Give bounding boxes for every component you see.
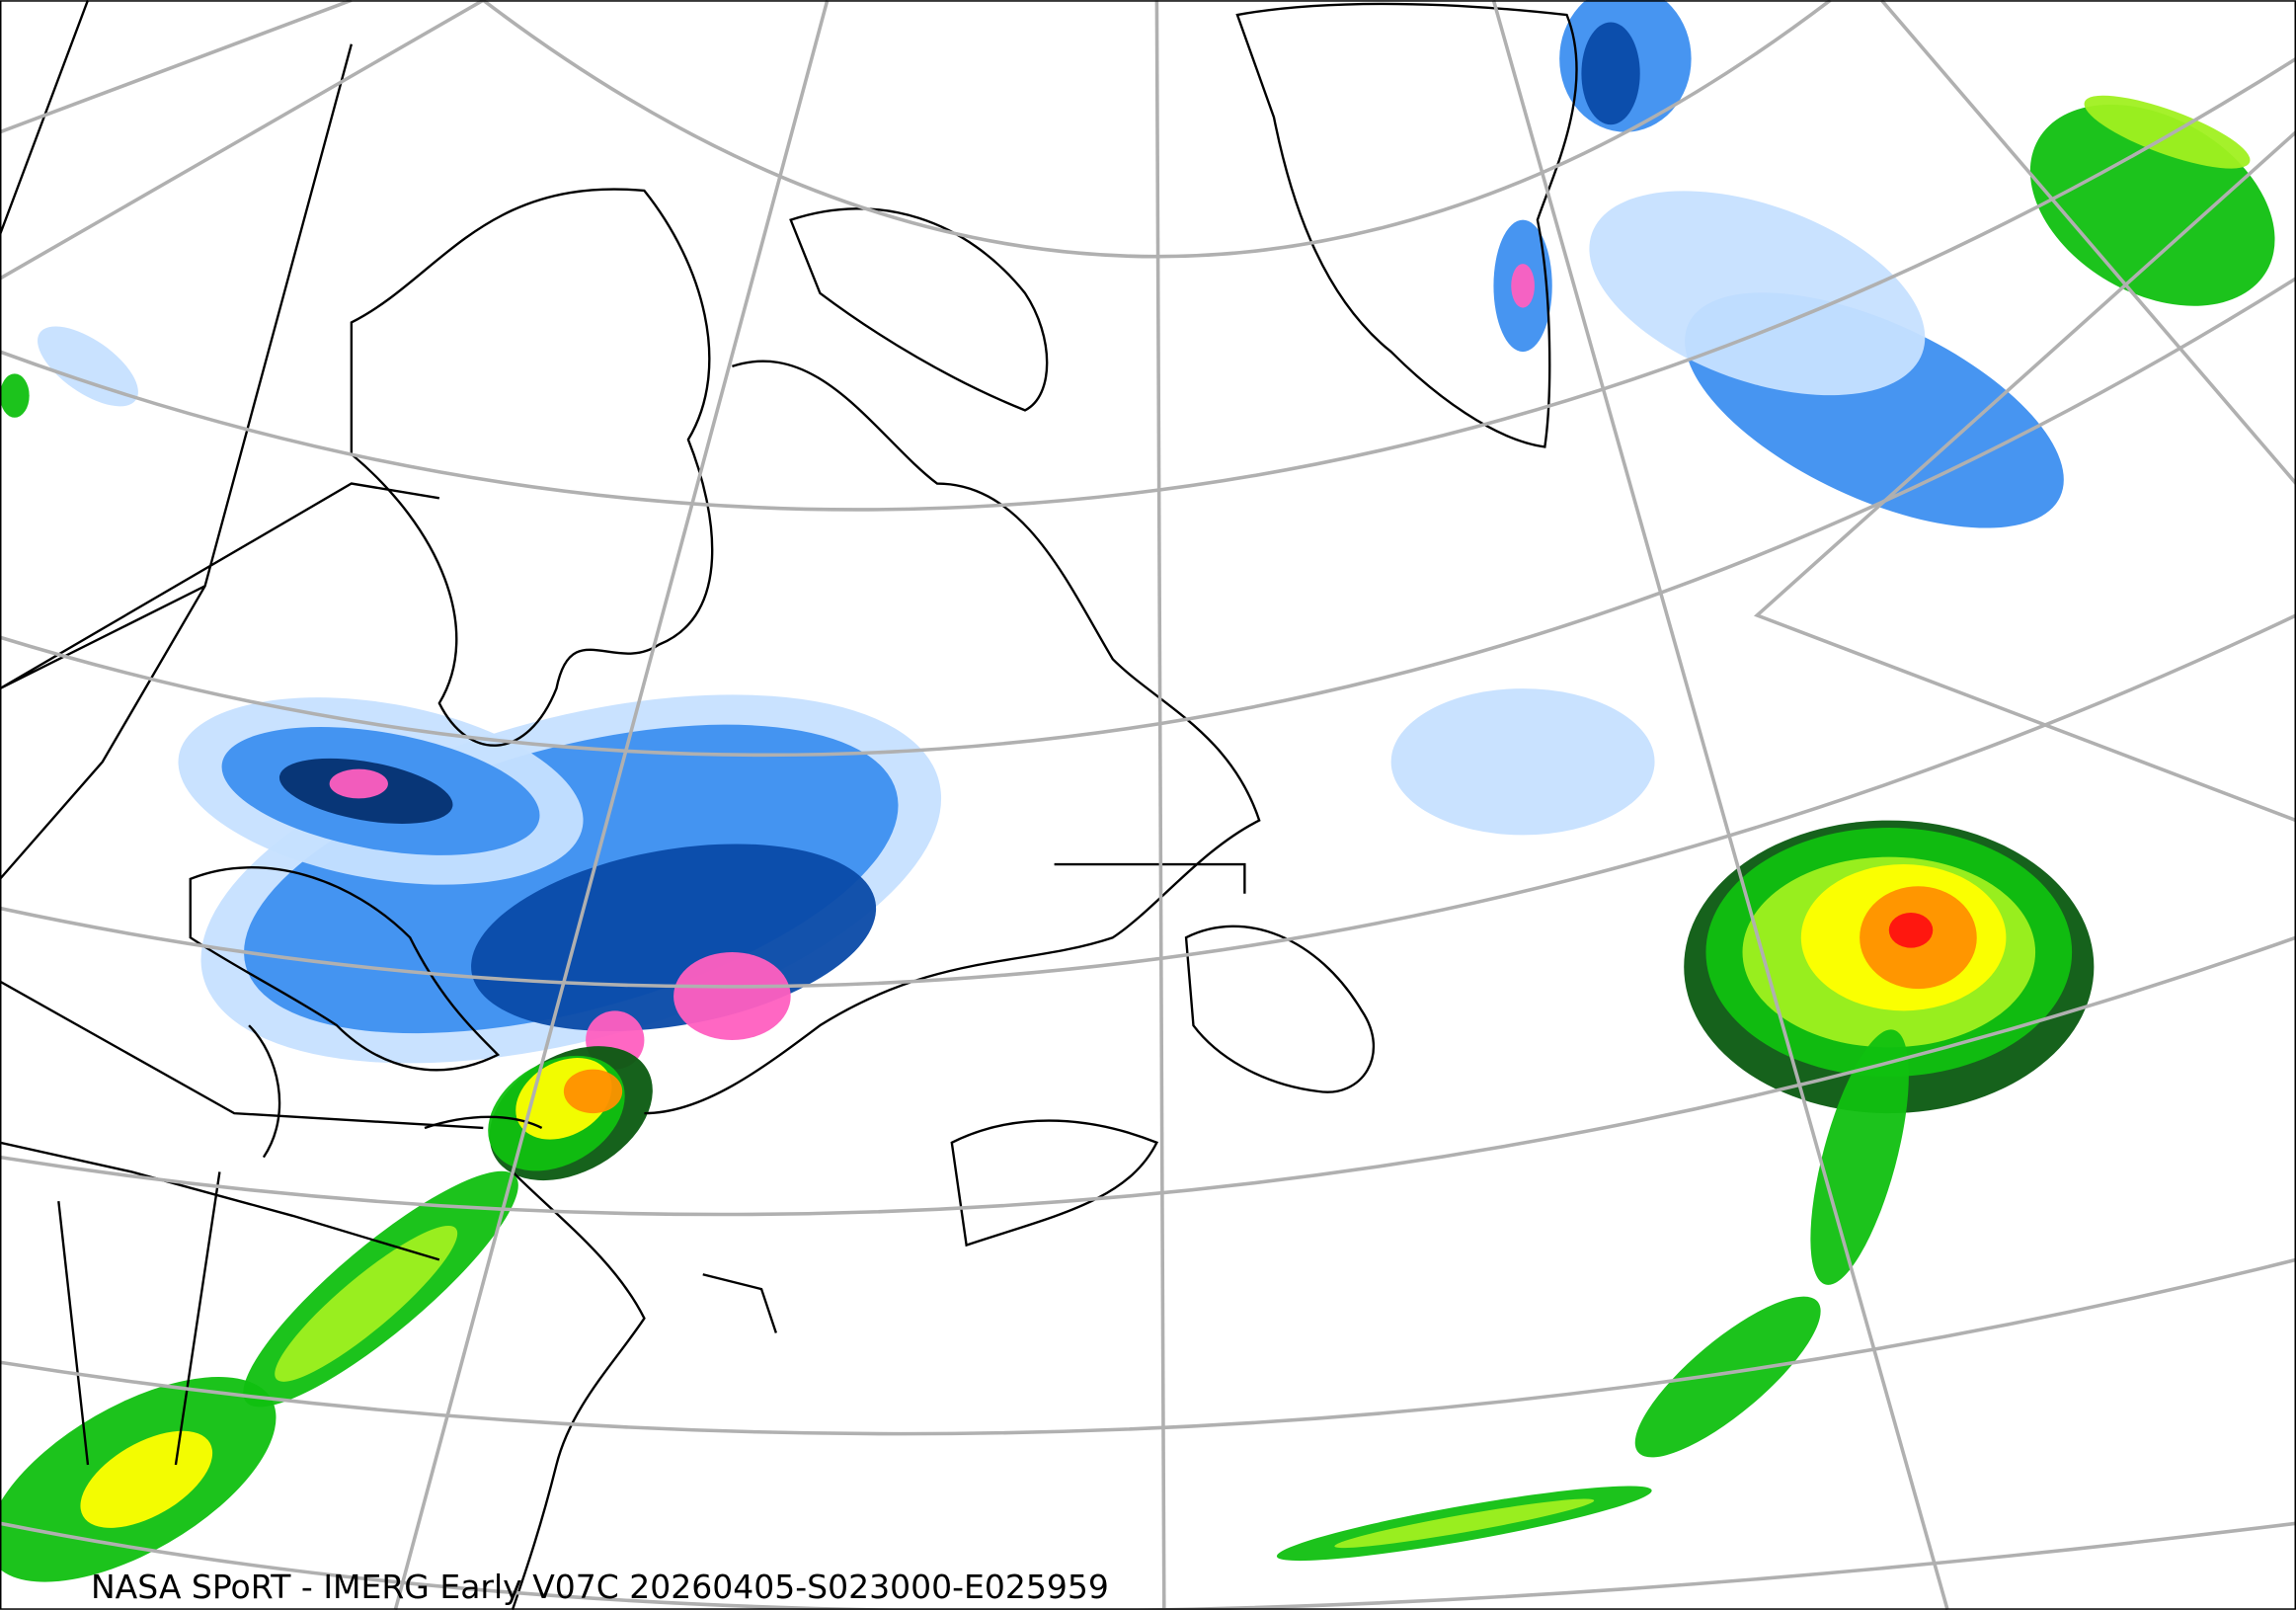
newfoundland-coast (1184, 925, 1375, 1093)
precip-area-pink (673, 952, 791, 1040)
labrador-quebec-coast (644, 360, 1261, 1115)
latitude-line (0, 1257, 2296, 1436)
precip-area-lime (1334, 1498, 1595, 1549)
great-lakes (189, 866, 543, 1159)
baffin-island-coast (789, 207, 1049, 412)
longitude-line (1880, 0, 2296, 485)
precip-area-green (1634, 1296, 1821, 1458)
longitude-line (393, 0, 830, 1610)
precip-area-light-blue (38, 326, 138, 407)
precip-area-lime (2084, 95, 2251, 169)
latitude-line (0, 613, 2296, 989)
precip-area-green (1810, 1029, 1909, 1285)
latitude-line (0, 277, 2296, 758)
hudson-bay-coast (350, 188, 714, 747)
precip-area-light-blue (1589, 191, 1926, 396)
precip-area-green (0, 373, 30, 418)
precip-area-lime (275, 1225, 458, 1382)
latitude-line (0, 1521, 2296, 1610)
coastlines-borders (0, 0, 1578, 1610)
latitude-line (0, 57, 2296, 512)
us-east-coast (511, 1170, 646, 1610)
longitude-line (1154, 0, 1166, 1610)
longitude-line (0, 0, 353, 134)
nova-scotia-coast (950, 1119, 1159, 1248)
precip-area-pink (329, 768, 388, 799)
longitude-line (0, 0, 485, 281)
map-caption: NASA SPoRT - IMERG Early V07C 20260405-S… (91, 1568, 1109, 1606)
precip-area-pink (1511, 264, 1535, 308)
precip-area-orange (563, 1069, 623, 1114)
precip-area-yellow (80, 1430, 213, 1528)
latitude-line (0, 935, 2296, 1217)
longitude-line (1491, 0, 1949, 1610)
precip-area-light-blue (1390, 688, 1655, 836)
longitude-line (1753, 130, 2296, 823)
greenland-coast (1235, 2, 1578, 448)
precip-area-red (1888, 912, 1934, 948)
precip-area-dark-blue (1581, 22, 1640, 125)
